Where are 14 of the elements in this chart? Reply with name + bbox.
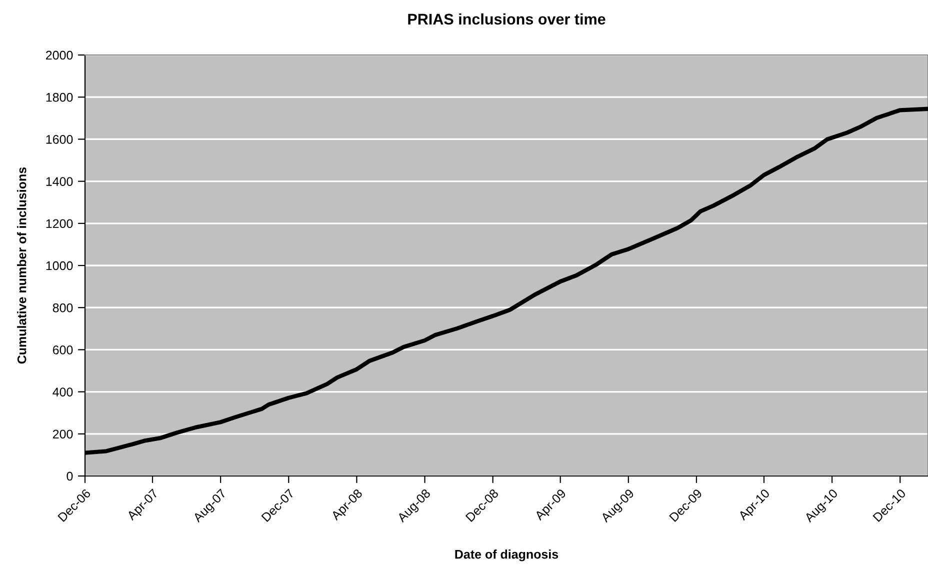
y-tick-label: 1000	[46, 261, 73, 270]
y-tick-label: 600	[52, 346, 73, 354]
y-tick-label: 1600	[46, 135, 73, 144]
y-tick-label: 800	[52, 303, 73, 312]
y-tick-label: 2000	[46, 50, 73, 60]
y-tick-label: 1400	[46, 177, 73, 186]
y-axis-title: Cumulative number of inclusions	[17, 167, 26, 364]
y-tick-label: 1800	[46, 92, 73, 102]
y-tick-label: 0	[66, 472, 73, 481]
y-tick-label: 200	[52, 430, 73, 439]
y-tick-label: 1200	[46, 219, 73, 228]
chart-title: PRIAS inclusions over time	[408, 13, 606, 25]
y-tick-label: 400	[52, 388, 73, 396]
x-axis-title: Date of diagnosis	[455, 550, 558, 562]
